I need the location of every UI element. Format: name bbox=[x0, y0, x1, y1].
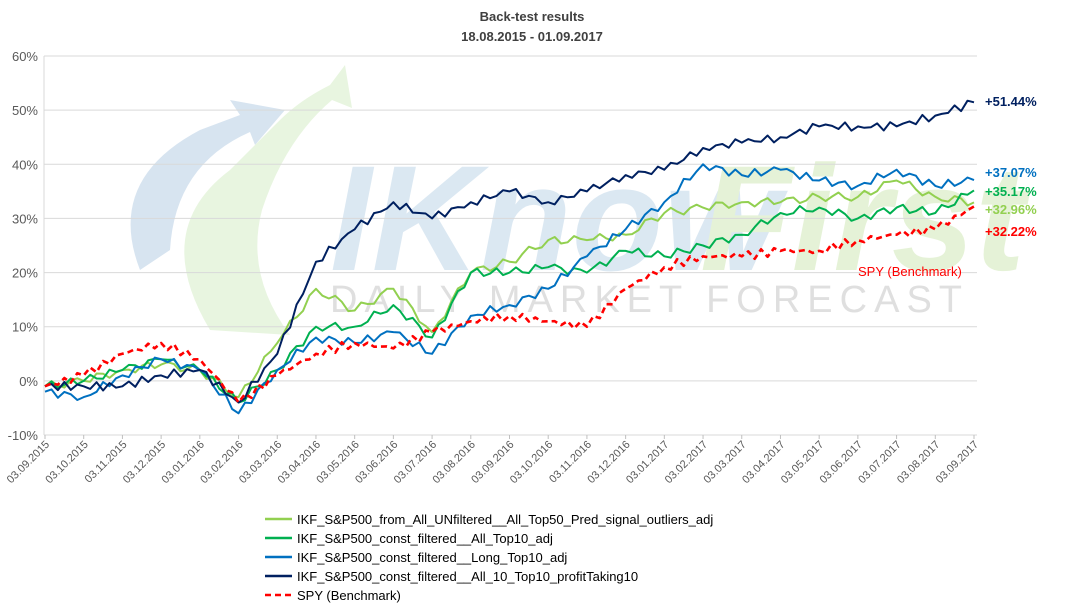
y-tick-label: -10% bbox=[8, 428, 39, 443]
y-tick-label: 60% bbox=[12, 49, 38, 64]
grid-lines bbox=[43, 55, 977, 436]
watermark-logo: IKnow First DAILY MARKET FORECAST bbox=[130, 65, 1031, 335]
legend-label: IKF_S&P500_from_All_UNfiltered__All_Top5… bbox=[297, 512, 713, 527]
y-tick-label: 50% bbox=[12, 103, 38, 118]
y-tick-label: 40% bbox=[12, 157, 38, 172]
series-end-label: +32.96% bbox=[985, 202, 1037, 217]
legend-label: IKF_S&P500_const_filtered__All_10_Top10_… bbox=[297, 569, 638, 584]
end-labels: +32.96% +35.17% +37.07% +51.44% +32.22% SPY (… bbox=[858, 94, 1037, 279]
series-line bbox=[44, 205, 975, 404]
chart-title: Back-test results bbox=[480, 9, 585, 24]
benchmark-inline-label: SPY (Benchmark) bbox=[858, 264, 962, 279]
series-end-label: +51.44% bbox=[985, 94, 1037, 109]
svg-text:DAILY MARKET FORECAST: DAILY MARKET FORECAST bbox=[330, 279, 969, 321]
y-tick-label: 0% bbox=[19, 374, 38, 389]
y-tick-label: 30% bbox=[12, 211, 38, 226]
x-axis: 03.09.201503.10.201503.11.201503.12.2015… bbox=[5, 435, 981, 486]
series-end-label: +32.22% bbox=[985, 224, 1037, 239]
legend-label: IKF_S&P500_const_filtered__All_Top10_adj bbox=[297, 531, 553, 546]
series-lines bbox=[44, 99, 975, 415]
y-tick-label: 20% bbox=[12, 266, 38, 281]
y-axis: -10% 0% 10% 20% 30% 40% 50% 60% bbox=[8, 49, 39, 443]
chart-subtitle: 18.08.2015 - 01.09.2017 bbox=[461, 29, 603, 44]
y-tick-label: 10% bbox=[12, 320, 38, 335]
series-end-label: +37.07% bbox=[985, 165, 1037, 180]
series-end-label: +35.17% bbox=[985, 184, 1037, 199]
series-line bbox=[44, 99, 975, 404]
legend: IKF_S&P500_from_All_UNfiltered__All_Top5… bbox=[265, 512, 713, 603]
legend-label: IKF_S&P500_const_filtered__Long_Top10_ad… bbox=[297, 550, 567, 565]
legend-label: SPY (Benchmark) bbox=[297, 588, 401, 603]
